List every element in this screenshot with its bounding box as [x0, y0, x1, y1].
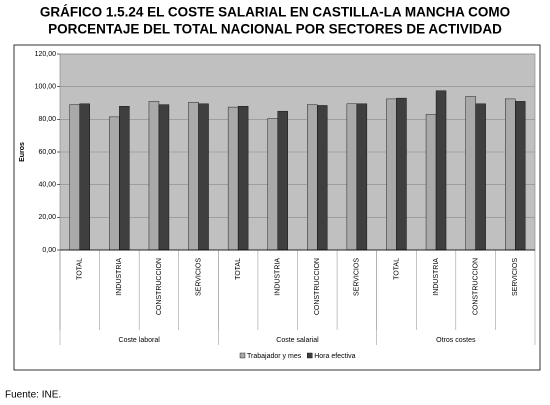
bar [267, 118, 278, 251]
bar [69, 104, 80, 251]
group-label: Coste salarial [276, 337, 319, 344]
bar [227, 106, 239, 251]
source: Fuente: INE. [5, 390, 61, 401]
y-tick-label: 20,00 [38, 214, 56, 221]
legend-label: Hora efectiva [314, 353, 355, 360]
y-tick-label: 100,00 [35, 84, 57, 91]
bar [505, 98, 516, 251]
x-tick-label: SERVICIOS [195, 258, 202, 296]
bar [317, 105, 328, 251]
bar [237, 106, 249, 251]
x-tick-label: INDUSTRIA [116, 258, 123, 296]
y-tick-label: 40,00 [38, 182, 56, 189]
group-label: Coste laboral [119, 337, 161, 344]
x-tick-label: TOTAL [77, 258, 84, 280]
bar [158, 104, 170, 251]
bar [386, 98, 397, 251]
x-tick-label: CONSTRUCCION [314, 258, 321, 315]
y-tick-label: 120,00 [35, 51, 57, 58]
legend-swatch [307, 352, 313, 359]
bar [465, 96, 476, 251]
bar [188, 101, 199, 251]
x-tick-label: INDUSTRIA [433, 258, 440, 296]
bar [515, 101, 526, 251]
y-tick-label: 60,00 [38, 149, 56, 156]
bar [425, 114, 437, 251]
legend-label: Trabajador y mes [247, 353, 302, 360]
bar [109, 116, 120, 251]
y-axis-label: Euros [19, 142, 26, 162]
legend-swatch [239, 352, 246, 359]
chart-subtitle: PORCENTAJE DEL TOTAL NACIONAL POR SECTOR… [48, 22, 502, 37]
bar [198, 103, 209, 251]
x-tick-label: INDUSTRIA [275, 258, 282, 296]
bar [277, 110, 288, 251]
x-tick-label: SERVICIOS [354, 258, 361, 296]
bar [475, 103, 486, 251]
y-tick-label: 80,00 [38, 116, 56, 123]
bar [346, 103, 358, 251]
x-tick-label: TOTAL [235, 258, 242, 280]
bar [119, 106, 130, 251]
bar [148, 101, 160, 251]
bar [79, 103, 90, 251]
bar [307, 104, 318, 251]
x-tick-label: TOTAL [393, 258, 400, 280]
y-tick-label: 0,00 [42, 247, 56, 254]
bar [435, 90, 447, 251]
x-tick-label: CONSTRUCCION [472, 258, 479, 315]
bar [396, 97, 407, 251]
group-label: Otros costes [436, 337, 476, 344]
x-tick-label: CONSTRUCCION [156, 258, 163, 315]
x-tick-label: SERVICIOS [512, 258, 519, 296]
bar [356, 103, 368, 251]
chart-title: GRÁFICO 1.5.24 EL COSTE SALARIAL EN CAST… [40, 5, 510, 20]
